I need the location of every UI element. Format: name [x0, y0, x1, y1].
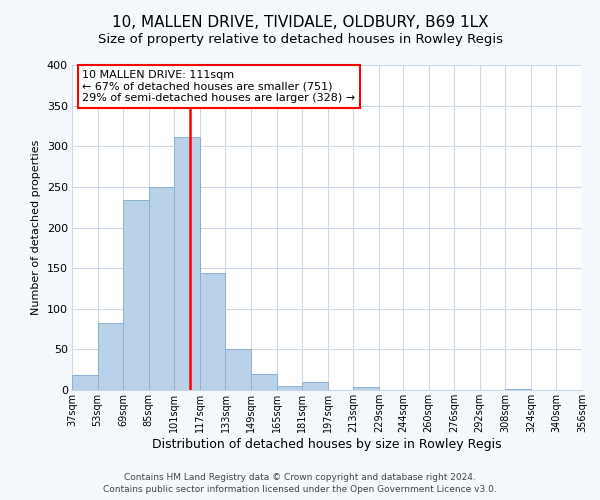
Bar — [505, 389, 531, 390]
Bar — [302, 382, 328, 390]
Bar — [72, 376, 98, 390]
Bar — [353, 387, 379, 390]
Text: Contains public sector information licensed under the Open Government Licence v3: Contains public sector information licen… — [103, 484, 497, 494]
X-axis label: Distribution of detached houses by size in Rowley Regis: Distribution of detached houses by size … — [152, 438, 502, 450]
Text: Contains HM Land Registry data © Crown copyright and database right 2024.: Contains HM Land Registry data © Crown c… — [124, 473, 476, 482]
Bar — [175, 138, 200, 390]
Bar — [251, 374, 277, 390]
Bar — [98, 322, 123, 390]
Bar — [226, 350, 251, 390]
Bar — [277, 386, 302, 390]
Text: 10 MALLEN DRIVE: 111sqm
← 67% of detached houses are smaller (751)
29% of semi-d: 10 MALLEN DRIVE: 111sqm ← 67% of detache… — [82, 70, 355, 103]
Bar — [149, 187, 175, 390]
Y-axis label: Number of detached properties: Number of detached properties — [31, 140, 41, 315]
Bar — [200, 273, 226, 390]
Bar — [123, 200, 149, 390]
Text: Size of property relative to detached houses in Rowley Regis: Size of property relative to detached ho… — [97, 32, 503, 46]
Text: 10, MALLEN DRIVE, TIVIDALE, OLDBURY, B69 1LX: 10, MALLEN DRIVE, TIVIDALE, OLDBURY, B69… — [112, 15, 488, 30]
